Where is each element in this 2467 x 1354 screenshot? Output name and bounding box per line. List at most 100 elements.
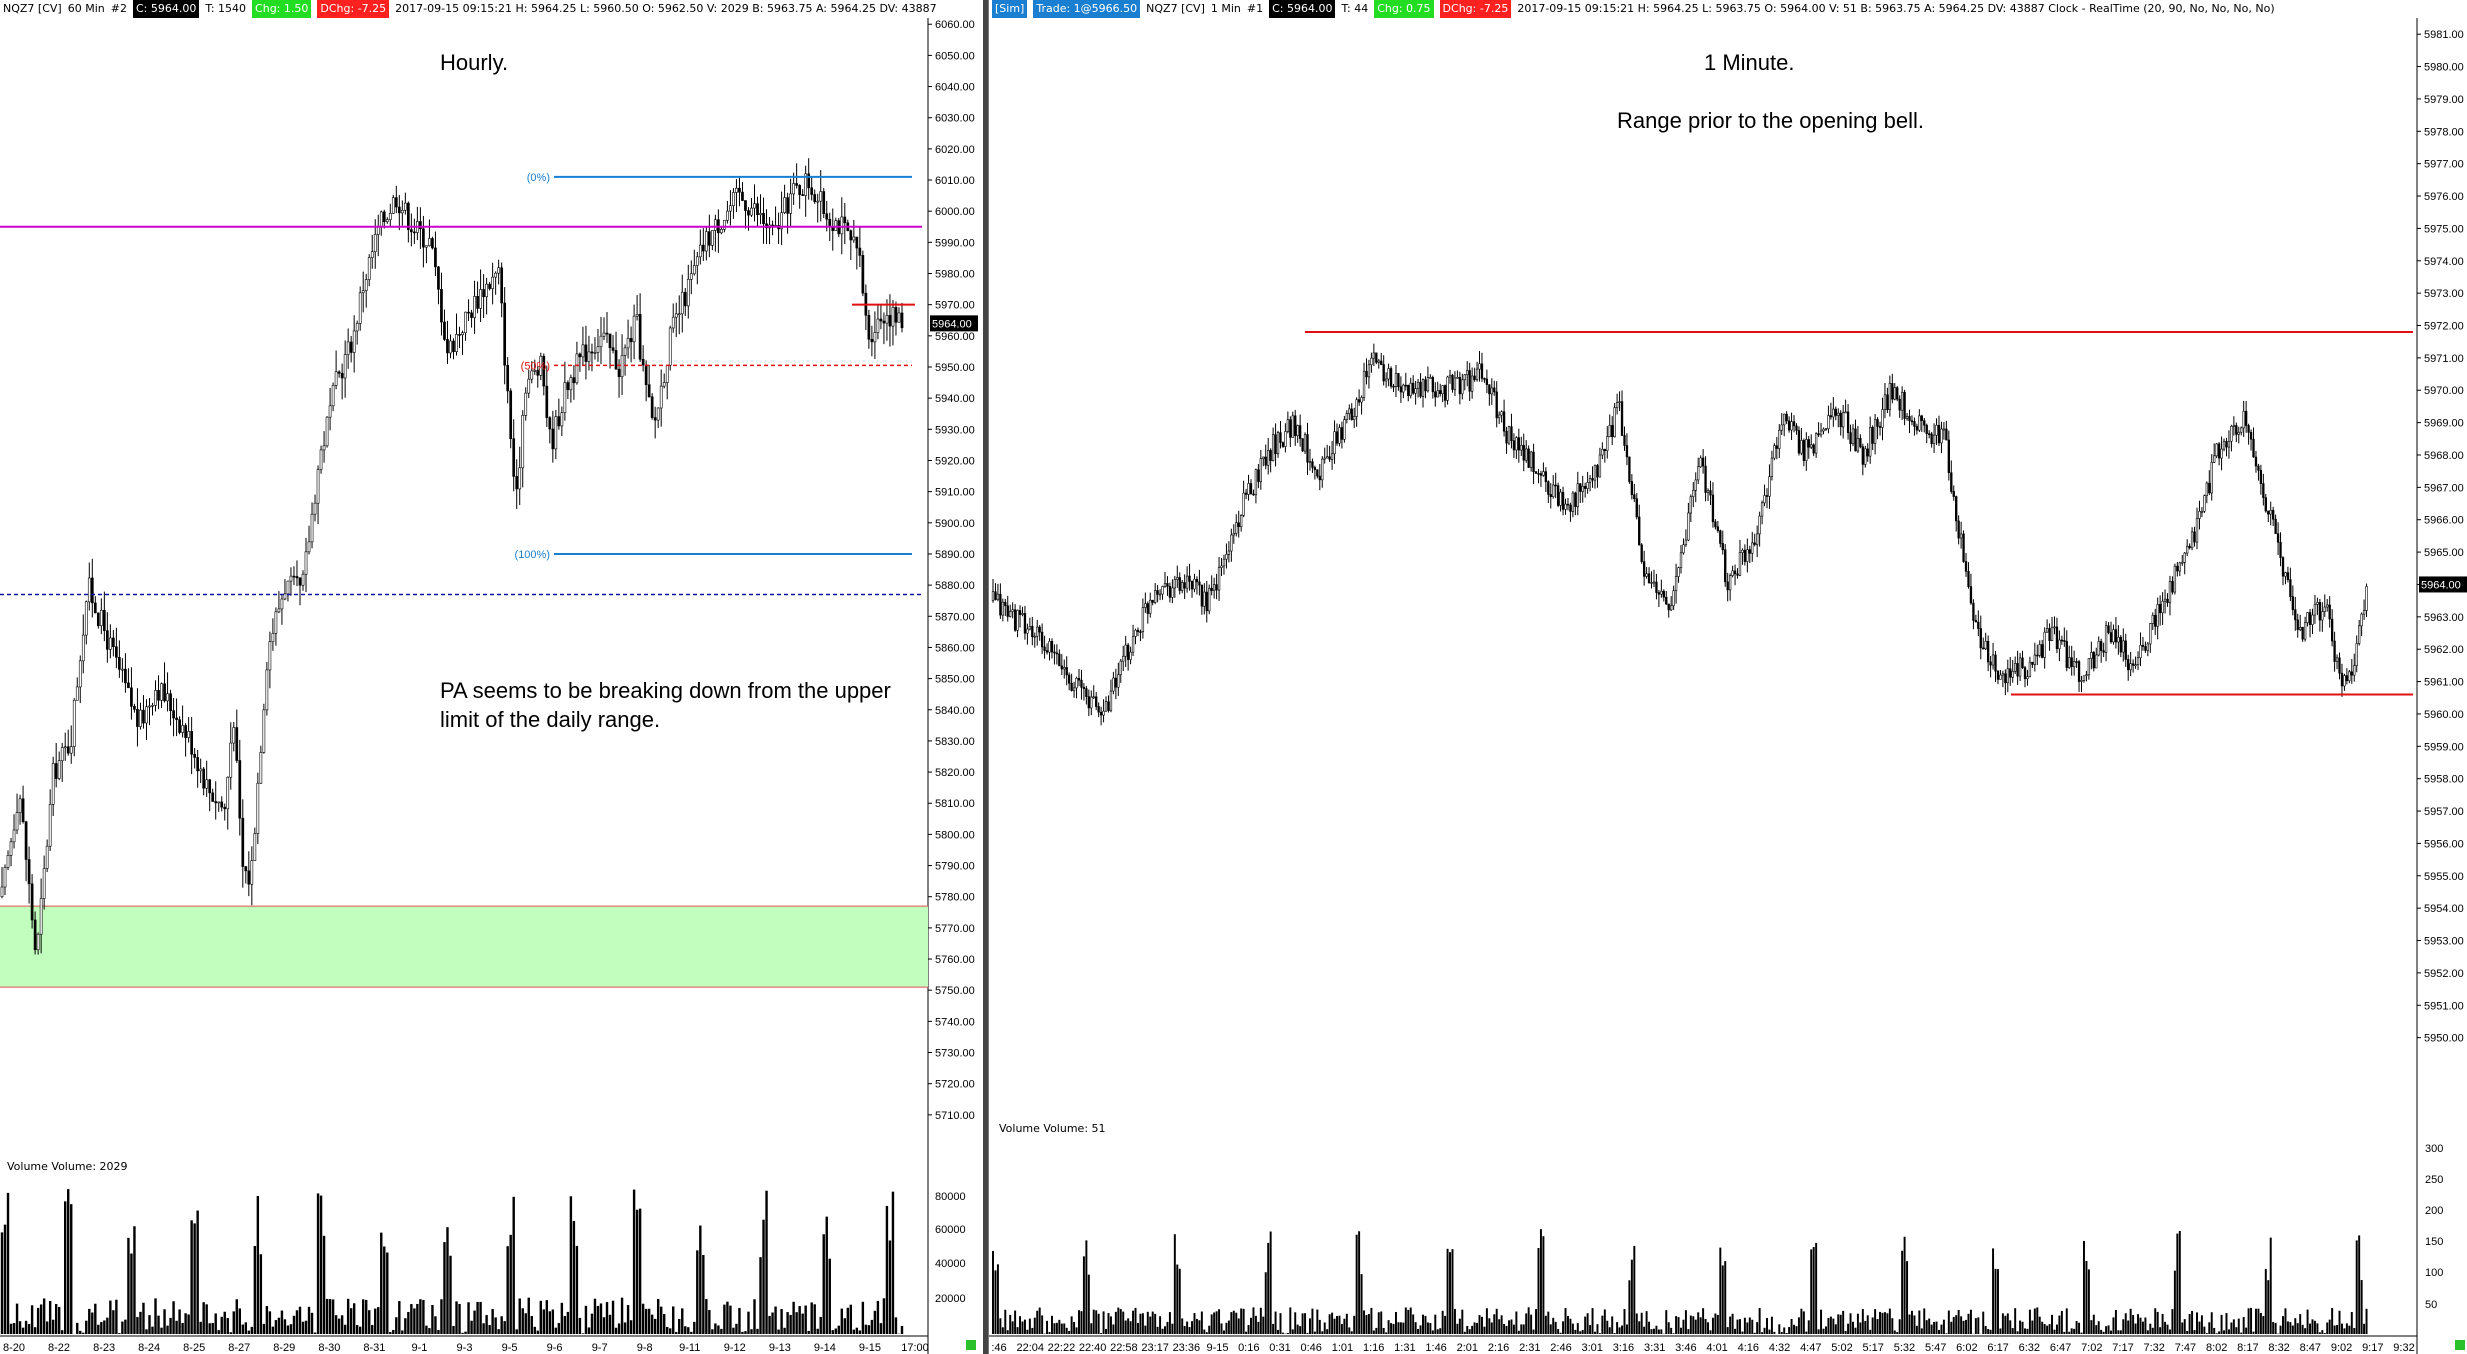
price-bar (1434, 391, 1437, 398)
price-bar (668, 327, 672, 366)
price-tick-label: 5880.00 (935, 580, 975, 592)
volume-bar (1795, 1326, 1798, 1334)
price-bar (1249, 483, 1253, 495)
price-bar (331, 385, 335, 407)
price-bar (1451, 374, 1454, 390)
hourly-chart-panel[interactable]: NQZ7 [CV] 60 Min #2 C: 5964.00 T: 1540 C… (0, 0, 984, 1354)
price-bar (1640, 544, 1643, 562)
price-bar (1633, 494, 1636, 500)
price-bar (268, 641, 272, 671)
price-bar (503, 302, 507, 366)
price-bar (1748, 549, 1751, 554)
volume-bar (795, 1312, 798, 1334)
volume-bar (1942, 1319, 1945, 1334)
price-bar (286, 580, 290, 595)
price-bar (1185, 575, 1189, 589)
volume-bar (1672, 1333, 1675, 1334)
price-bar (1053, 651, 1056, 654)
volume-tick-label: 20000 (935, 1293, 966, 1305)
volume-tick-label: 50 (2425, 1299, 2437, 1311)
price-bar (1657, 592, 1661, 595)
minute-price-chart[interactable]: 5981.005980.005979.005978.005977.005976.… (989, 0, 2467, 1354)
price-bar (2343, 675, 2346, 687)
volume-bar (2205, 1333, 2208, 1334)
price-bar (1050, 641, 1054, 653)
price-bar (127, 682, 130, 689)
price-bar (2200, 510, 2204, 513)
panel-divider[interactable] (983, 0, 988, 1354)
volume-bar (738, 1307, 741, 1334)
price-bar (1593, 465, 1597, 481)
price-bar (1537, 473, 1540, 475)
price-bar (521, 415, 525, 469)
volume-bar (1955, 1315, 1958, 1334)
hourly-price-chart[interactable]: 6060.006050.006040.006030.006020.006010.… (0, 0, 983, 1354)
price-bar (1362, 370, 1366, 398)
volume-bar (310, 1312, 314, 1334)
volume-bar (1269, 1231, 1272, 1334)
volume-bar (199, 1321, 202, 1334)
volume-bar (1680, 1327, 1682, 1334)
price-bar (1483, 378, 1486, 380)
price-bar (1313, 467, 1317, 470)
volume-bar (566, 1311, 570, 1334)
price-tick-label: 5710.00 (935, 1110, 975, 1122)
volume-bar (1191, 1321, 1194, 1334)
price-bar (1630, 481, 1634, 495)
volume-bar (455, 1301, 458, 1334)
price-bar (178, 719, 181, 733)
price-bar (653, 417, 657, 421)
volume-bar (1748, 1317, 1751, 1334)
volume-bar (1709, 1330, 1712, 1334)
volume-bar (614, 1327, 618, 1334)
price-bar (1323, 457, 1326, 460)
price-bar (1276, 432, 1280, 455)
price-bar (133, 706, 136, 710)
volume-bar (656, 1298, 660, 1334)
volume-bar (307, 1306, 311, 1334)
volume-bar (1601, 1315, 1604, 1334)
price-bar (154, 690, 157, 706)
price-bar (112, 637, 115, 647)
price-bar (2173, 565, 2177, 593)
price-bar (2166, 598, 2169, 603)
price-tick-label: 5840.00 (935, 705, 975, 717)
volume-bar (2340, 1323, 2343, 1334)
volume-bar (2151, 1327, 2154, 1334)
volume-bar (1721, 1265, 1724, 1334)
volume-bar (2262, 1316, 2265, 1334)
price-bar (121, 668, 124, 671)
volume-bar (2031, 1320, 2034, 1334)
volume-bar (124, 1319, 127, 1334)
volume-bar (352, 1303, 356, 1334)
volume-bar (1068, 1330, 1071, 1334)
volume-bar (1665, 1310, 1668, 1334)
price-bar (160, 683, 163, 701)
price-bar (1711, 494, 1715, 523)
time-tick-label: 5:02 (1831, 1342, 1852, 1354)
time-tick-label: 6:32 (2019, 1342, 2040, 1354)
time-tick-label: 5:47 (1925, 1342, 1946, 1354)
volume-bar (30, 1305, 34, 1334)
volume-bar (1291, 1329, 1294, 1334)
price-bar (2001, 673, 2005, 676)
price-bar (1756, 533, 1759, 545)
volume-bar (1242, 1308, 1245, 1334)
volume-bar (2043, 1323, 2046, 1334)
price-tick-label: 5974.00 (2424, 256, 2464, 268)
volume-bar (1520, 1324, 1523, 1334)
price-bar (1124, 644, 1127, 657)
price-bar (1844, 411, 1847, 414)
time-tick-label: 4:47 (1800, 1342, 1821, 1354)
volume-bar (1871, 1317, 1874, 1334)
price-bar (1571, 492, 1575, 512)
price-bar (2230, 426, 2233, 442)
price-bar (1662, 590, 1665, 598)
price-bar (437, 266, 440, 290)
price-bar (2131, 663, 2135, 666)
price-bar (819, 191, 823, 202)
price-bar (1217, 567, 1221, 591)
minute-chart-panel[interactable]: [Sim] Trade: 1@5966.50 NQZ7 [CV] 1 Min #… (988, 0, 2467, 1354)
price-bar (1527, 448, 1530, 468)
volume-bar (1694, 1319, 1697, 1334)
